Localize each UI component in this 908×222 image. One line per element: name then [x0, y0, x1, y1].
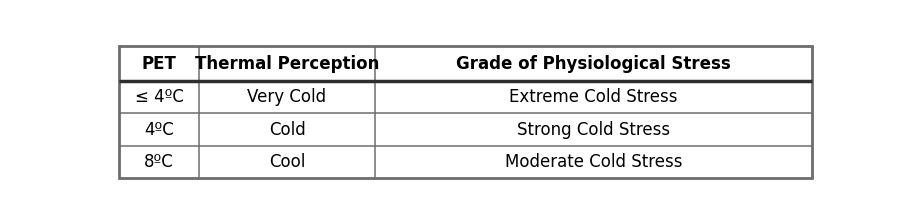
Text: Extreme Cold Stress: Extreme Cold Stress — [509, 88, 677, 106]
Text: Grade of Physiological Stress: Grade of Physiological Stress — [456, 55, 731, 73]
Text: Cold: Cold — [269, 121, 305, 139]
Text: PET: PET — [142, 55, 176, 73]
Text: Thermal Perception: Thermal Perception — [195, 55, 380, 73]
Text: ≤ 4ºC: ≤ 4ºC — [134, 88, 183, 106]
Text: 4ºC: 4ºC — [144, 121, 173, 139]
Text: Moderate Cold Stress: Moderate Cold Stress — [505, 153, 682, 171]
Text: Cool: Cool — [269, 153, 305, 171]
Text: Very Cold: Very Cold — [248, 88, 327, 106]
Text: 8ºC: 8ºC — [144, 153, 173, 171]
Bar — [119, 46, 812, 178]
Text: Strong Cold Stress: Strong Cold Stress — [517, 121, 670, 139]
Bar — [119, 46, 812, 178]
